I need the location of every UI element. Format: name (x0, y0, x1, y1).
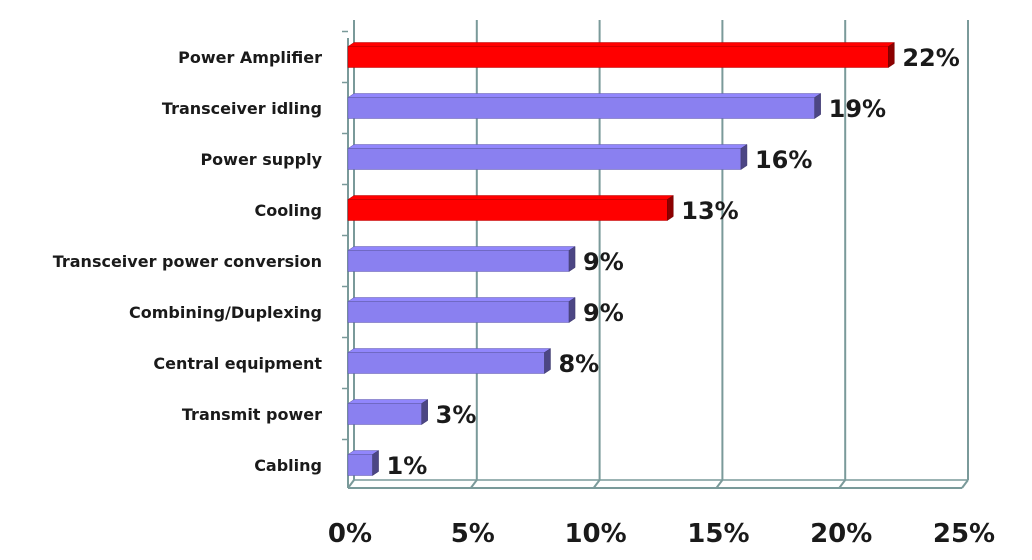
value-label: 9% (583, 299, 624, 327)
bar-7 (347, 399, 429, 425)
x-tick-label: 25% (933, 519, 995, 549)
gridline-floor-2 (592, 479, 601, 489)
category-label: Transceiver idling (162, 99, 322, 118)
value-label: 16% (755, 146, 812, 174)
bar-front-face (347, 403, 422, 425)
value-label: 22% (902, 44, 959, 72)
category-label: Power supply (200, 150, 322, 169)
category-label: Power Amplifier (178, 48, 322, 67)
x-tick-label: 20% (810, 519, 872, 549)
x-tick-label: 10% (564, 519, 626, 549)
bar-5 (347, 297, 576, 323)
bar-top-face (347, 195, 675, 200)
value-label: 9% (583, 248, 624, 276)
x-tick-label: 15% (687, 519, 749, 549)
value-label: 8% (558, 350, 599, 378)
bar-end-face (544, 348, 551, 374)
bar-end-face (814, 93, 821, 119)
gridline-floor-5 (961, 479, 969, 489)
bar-8 (347, 450, 380, 476)
gridline-floor-3 (715, 479, 724, 489)
bar-front-face (347, 301, 570, 323)
x-tick-label: 5% (451, 519, 495, 549)
bar-top-face (347, 399, 429, 404)
bar-end-face (740, 144, 748, 170)
value-label: 13% (681, 197, 738, 225)
bar-layer (347, 42, 896, 476)
bar-0 (347, 42, 896, 68)
x-tick-label: 0% (328, 519, 372, 549)
bar-top-face (347, 93, 822, 98)
bar-1 (347, 93, 822, 119)
value-label: 3% (436, 401, 477, 429)
bar-end-face (568, 246, 576, 272)
bar-end-face (888, 42, 895, 68)
bar-end-face (421, 399, 428, 425)
bar-top-face (347, 297, 576, 302)
value-label: 19% (829, 95, 886, 123)
bar-end-face (568, 297, 576, 323)
label-layer: 22% Power Amplifier 19% Transceiver idling 1… (53, 44, 995, 549)
bar-front-face (347, 97, 815, 119)
category-label: Cooling (254, 201, 322, 220)
bar-front-face (347, 46, 889, 68)
category-label: Cabling (254, 456, 322, 475)
bar-end-face (667, 195, 674, 221)
category-label: Combining/Duplexing (129, 303, 322, 322)
bar-top-face (347, 144, 748, 149)
category-label: Transceiver power conversion (53, 252, 322, 271)
bar-end-face (372, 450, 379, 476)
bar-4 (347, 246, 576, 272)
value-label: 1% (387, 452, 428, 480)
bar-2 (347, 144, 748, 170)
bar-top-face (347, 42, 896, 47)
gridline-floor-1 (469, 479, 478, 489)
bar-top-face (347, 348, 552, 353)
bar-front-face (347, 454, 373, 476)
gridline-floor-4 (838, 479, 847, 489)
bar-front-face (347, 148, 742, 170)
bar-6 (347, 348, 552, 374)
bar-3 (347, 195, 675, 221)
bar-front-face (347, 199, 668, 221)
bar-front-face (347, 352, 545, 374)
bar-top-face (347, 246, 576, 251)
bar-front-face (347, 250, 570, 272)
category-label: Central equipment (153, 354, 322, 373)
category-label: Transmit power (182, 405, 322, 424)
